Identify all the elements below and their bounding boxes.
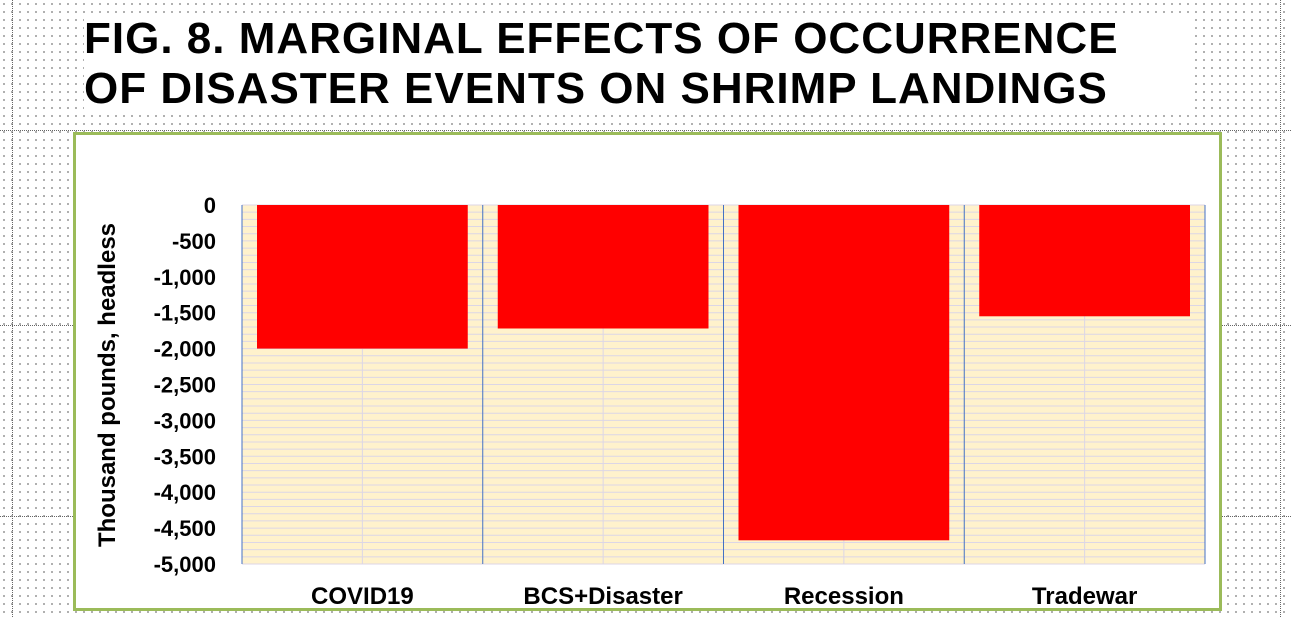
y-tick-label: -4,000 (154, 480, 216, 505)
x-tick-label: Recession (784, 583, 904, 610)
title-line-2: OF DISASTER EVENTS ON SHRIMP LANDINGS (84, 64, 1108, 113)
y-tick-label: -2,000 (154, 337, 216, 362)
page-grid-line (12, 0, 13, 617)
y-tick-label: -5,000 (154, 552, 216, 577)
bar-covid19 (257, 205, 468, 349)
bar-tradewar (979, 205, 1190, 317)
y-tick-label: -3,000 (154, 408, 216, 433)
page-grid-line (0, 130, 1291, 131)
x-tick-label: COVID19 (311, 583, 414, 610)
page-grid-line (1280, 0, 1281, 617)
y-tick-label: -1,000 (154, 265, 216, 290)
y-tick-label: -3,500 (154, 444, 216, 469)
bar-recession (738, 205, 950, 541)
figure-title: FIG. 8. MARGINAL EFFECTS OF OCCURRENCE O… (84, 14, 1194, 114)
y-tick-label: 0 (204, 193, 216, 218)
y-tick-label: -4,500 (154, 516, 216, 541)
title-line-1: FIG. 8. MARGINAL EFFECTS OF OCCURRENCE (84, 14, 1119, 63)
y-tick-label: -2,500 (154, 373, 216, 398)
y-axis-label: Thousand pounds, headless (94, 222, 121, 548)
y-tick-label: -500 (172, 229, 216, 254)
x-tick-label: Tradewar (1032, 583, 1137, 610)
y-tick-label: -1,500 (154, 301, 216, 326)
x-tick-label: BCS+Disaster (523, 583, 682, 610)
bar-bcs-disaster (497, 205, 709, 329)
